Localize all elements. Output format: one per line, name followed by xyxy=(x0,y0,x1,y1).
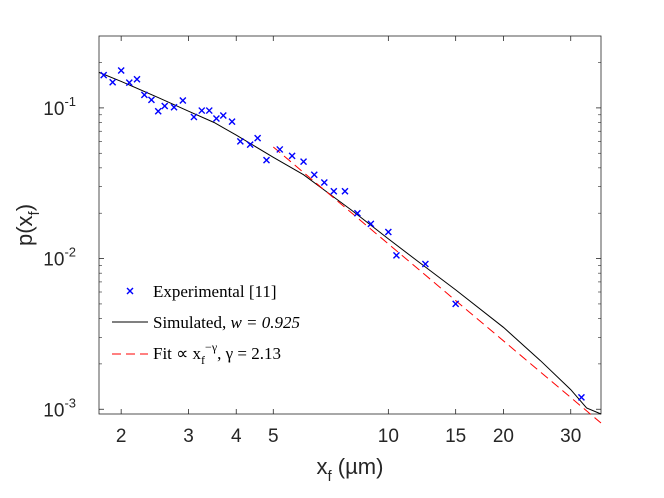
experimental-point xyxy=(341,187,349,195)
y-tick-label: 10-3 xyxy=(43,395,76,421)
y-tick-label-exp: -3 xyxy=(64,395,76,410)
experimental-point xyxy=(100,71,108,79)
x-tick-label: 2 xyxy=(116,426,127,447)
y-tick-label-exp: -1 xyxy=(64,94,76,109)
x-tick-label: 20 xyxy=(493,426,514,447)
legend-label-fit-tail: , γ = 2.13 xyxy=(217,344,281,363)
plot-area xyxy=(98,35,602,415)
y-tick-label-exp: -2 xyxy=(64,245,76,260)
x-axis-label-unit: (µm) xyxy=(332,454,384,479)
x-tick-label: 10 xyxy=(378,426,399,447)
x-axis-label: xf (µm) xyxy=(317,454,384,485)
fit-line xyxy=(272,146,602,424)
legend-label-simulated: Simulated, w = 0.925 xyxy=(153,313,300,332)
y-axis-label-sub: f xyxy=(26,210,43,215)
x-tick-label: 3 xyxy=(183,426,194,447)
legend: Experimental [11] Simulated, w = 0.925 F… xyxy=(112,282,300,367)
experimental-point xyxy=(109,78,117,86)
experimental-point xyxy=(161,102,169,110)
x-tick-label: 5 xyxy=(268,426,279,447)
x-axis-label-main: x xyxy=(317,454,328,479)
experimental-point xyxy=(392,251,400,259)
experimental-point xyxy=(384,228,392,236)
experimental-point xyxy=(205,107,213,115)
experimental-point xyxy=(170,103,178,111)
y-tick-label-base: 10 xyxy=(43,99,64,120)
y-tick-label-base: 10 xyxy=(43,400,64,421)
experimental-point xyxy=(154,107,162,115)
experimental-point xyxy=(228,118,236,126)
experimental-point xyxy=(125,79,133,87)
experimental-point xyxy=(179,96,187,104)
experimental-point xyxy=(320,178,328,186)
legend-marker-experimental xyxy=(126,287,134,295)
experimental-point xyxy=(421,260,429,268)
experimental-point xyxy=(300,158,308,166)
x-tick-label: 4 xyxy=(231,426,242,447)
y-tick-label: 10-2 xyxy=(43,245,76,271)
experimental-point xyxy=(330,187,338,195)
x-tick-label: 15 xyxy=(445,426,466,447)
x-ticks: 2 3 4 5 10 15 20 30 xyxy=(116,36,581,447)
y-axis-label: p(xf) xyxy=(12,204,43,246)
legend-label-fit-sub: f xyxy=(201,353,205,367)
legend-label-simulated-math: w = 0.925 xyxy=(230,313,300,332)
y-ticks: 10-110-210-3 xyxy=(43,62,601,421)
experimental-point xyxy=(236,137,244,145)
simulated-line xyxy=(98,71,602,415)
experimental-point xyxy=(353,209,361,217)
y-tick-label-base: 10 xyxy=(43,250,64,271)
y-tick-label: 10-1 xyxy=(43,94,76,120)
x-tick-label: 30 xyxy=(560,426,581,447)
legend-label-experimental: Experimental [11] xyxy=(153,282,277,301)
experimental-point xyxy=(288,152,296,160)
experimental-point xyxy=(254,134,262,142)
legend-label-fit: Fit ∝ xf−γ, γ = 2.13 xyxy=(153,340,281,367)
experimental-point xyxy=(190,113,198,121)
legend-label-simulated-text: Simulated, xyxy=(153,313,230,332)
experimental-point xyxy=(140,91,148,99)
y-axis-label-main: p(x xyxy=(12,215,37,246)
y-axis-label-close: ) xyxy=(12,204,37,211)
experimental-point xyxy=(117,67,125,75)
experimental-point xyxy=(147,96,155,104)
experimental-point xyxy=(198,107,206,115)
experimental-point xyxy=(276,145,284,153)
experimental-point xyxy=(212,115,220,123)
x-axis-label-sub: f xyxy=(328,468,333,485)
experimental-point xyxy=(263,156,270,164)
experimental-point xyxy=(246,141,254,149)
experimental-point xyxy=(219,112,227,120)
series-layer xyxy=(98,67,602,424)
experimental-point xyxy=(577,393,585,401)
experimental-point xyxy=(367,220,375,228)
experimental-point xyxy=(310,171,318,179)
legend-label-fit-sup: −γ xyxy=(205,340,218,354)
experimental-point xyxy=(133,75,141,83)
experimental-point xyxy=(452,300,460,308)
legend-label-fit-text: Fit ∝ x xyxy=(153,344,202,363)
